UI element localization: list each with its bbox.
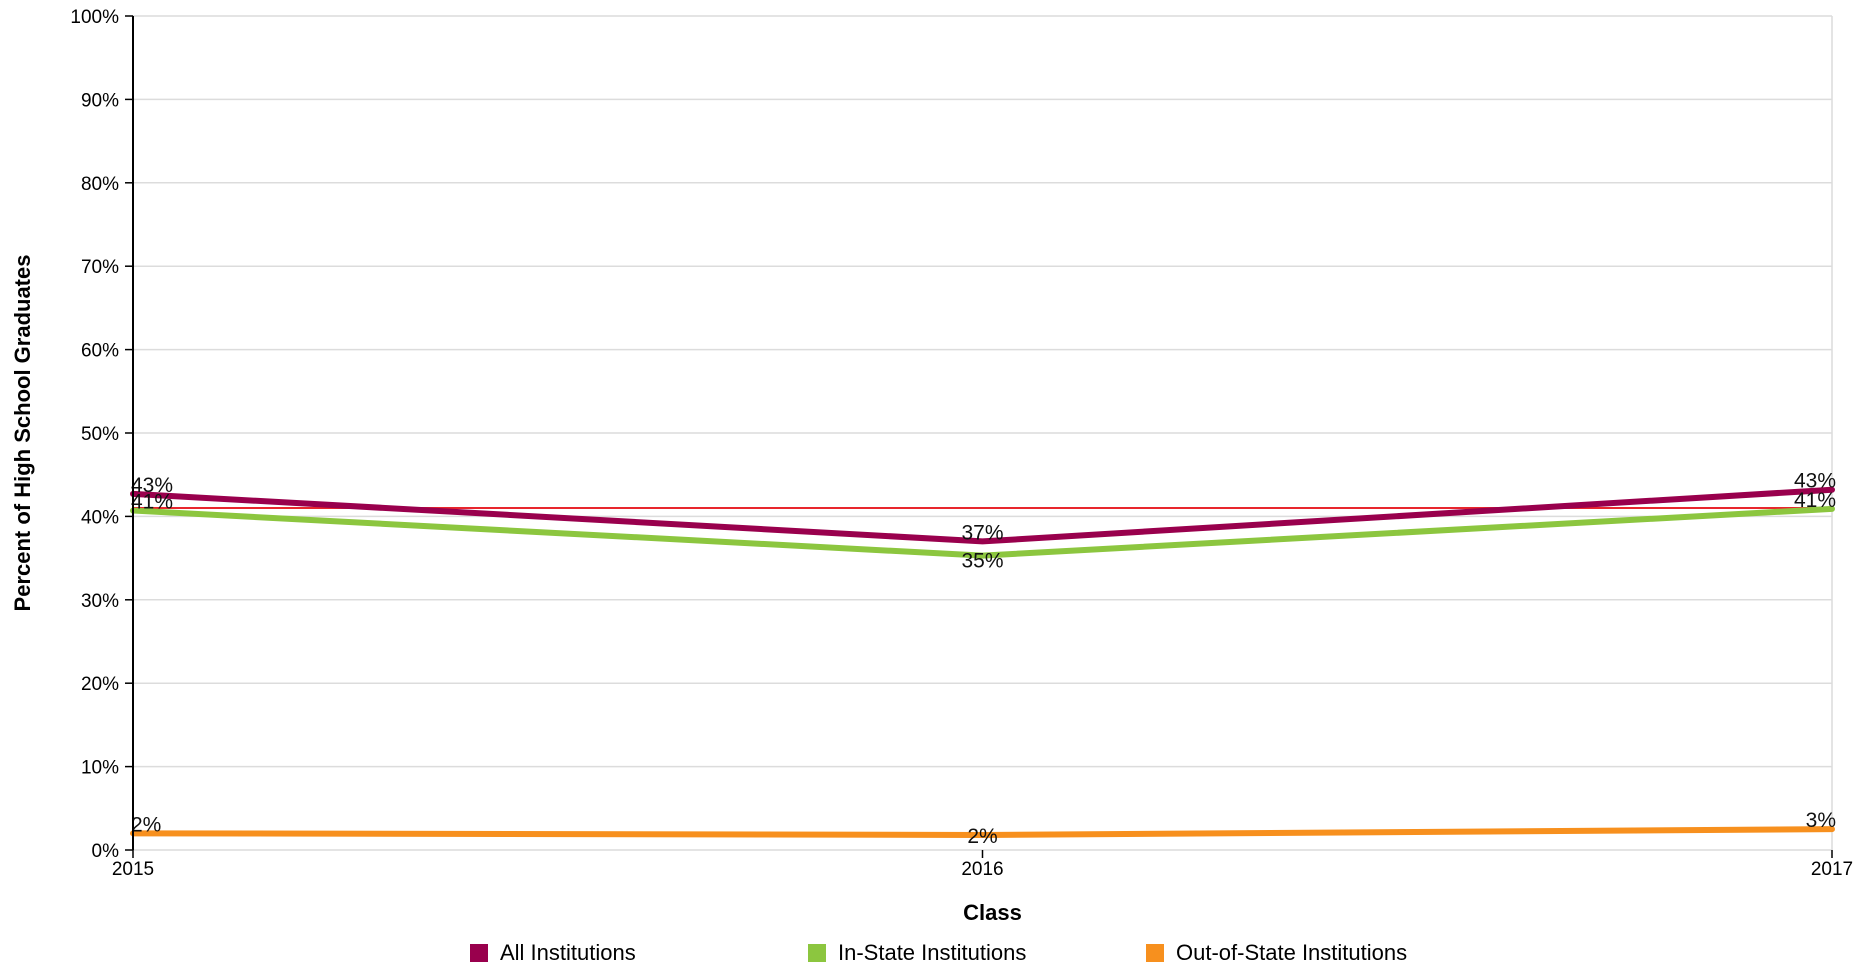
y-axis-title: Percent of High School Graduates	[10, 255, 35, 612]
y-tick-label: 80%	[81, 174, 119, 195]
x-tick-label: 2016	[961, 859, 1003, 880]
x-tick-label: 2017	[1811, 859, 1853, 880]
legend-swatch-all-institutions	[470, 944, 488, 962]
series-line-in-state-institutions	[130, 505, 1835, 559]
line-chart: 0%10%20%30%40%50%60%70%80%90%100% 2015 20…	[10, 7, 1853, 925]
series-line-out-of-state-institutions	[130, 826, 1835, 838]
y-tick-label: 10%	[81, 758, 119, 779]
data-labels: 43%37%43%41%35%41%2%2%3%	[131, 470, 1836, 848]
legend-swatch-in-state-institutions	[808, 944, 826, 962]
y-tick-label: 70%	[81, 257, 119, 278]
data-label: 2%	[131, 813, 161, 836]
y-tick-label: 40%	[81, 507, 119, 528]
y-tick-label: 50%	[81, 424, 119, 445]
data-label: 3%	[1806, 809, 1836, 832]
x-axis-ticks: 2015 2016 2017	[112, 850, 1853, 880]
legend-label: In-State Institutions	[838, 940, 1027, 965]
data-label: 37%	[961, 521, 1003, 544]
y-tick-label: 20%	[81, 674, 119, 695]
legend-label: Out-of-State Institutions	[1176, 940, 1408, 965]
y-tick-label: 100%	[70, 7, 119, 28]
x-tick-label: 2015	[112, 859, 154, 880]
y-tick-label: 90%	[81, 90, 119, 111]
series-line-all-institutions	[130, 486, 1835, 545]
data-label: 41%	[131, 491, 173, 514]
x-axis-title: Class	[963, 900, 1022, 925]
y-tick-label: 30%	[81, 591, 119, 612]
legend-item-in-state-institutions[interactable]: In-State Institutions	[808, 940, 1026, 966]
legend-swatch-out-of-state-institutions	[1146, 944, 1164, 962]
gridlines	[133, 15, 1833, 851]
data-label: 43%	[1794, 470, 1836, 493]
legend: All Institutions In-State Institutions O…	[0, 940, 1858, 970]
data-label: 35%	[961, 550, 1003, 573]
legend-item-all-institutions[interactable]: All Institutions	[470, 940, 636, 966]
y-axis-ticks: 0% 10% 20% 30% 40% 50% 60% 70% 80% 90% 100%	[70, 7, 133, 862]
data-label: 2%	[967, 825, 997, 848]
legend-item-out-of-state-institutions[interactable]: Out-of-State Institutions	[1146, 940, 1407, 966]
data-label: 43%	[131, 474, 173, 497]
legend-label: All Institutions	[500, 940, 636, 965]
y-tick-label: 0%	[92, 841, 120, 862]
series-lines	[130, 486, 1835, 838]
data-label: 41%	[1794, 489, 1836, 512]
y-tick-label: 60%	[81, 341, 119, 362]
